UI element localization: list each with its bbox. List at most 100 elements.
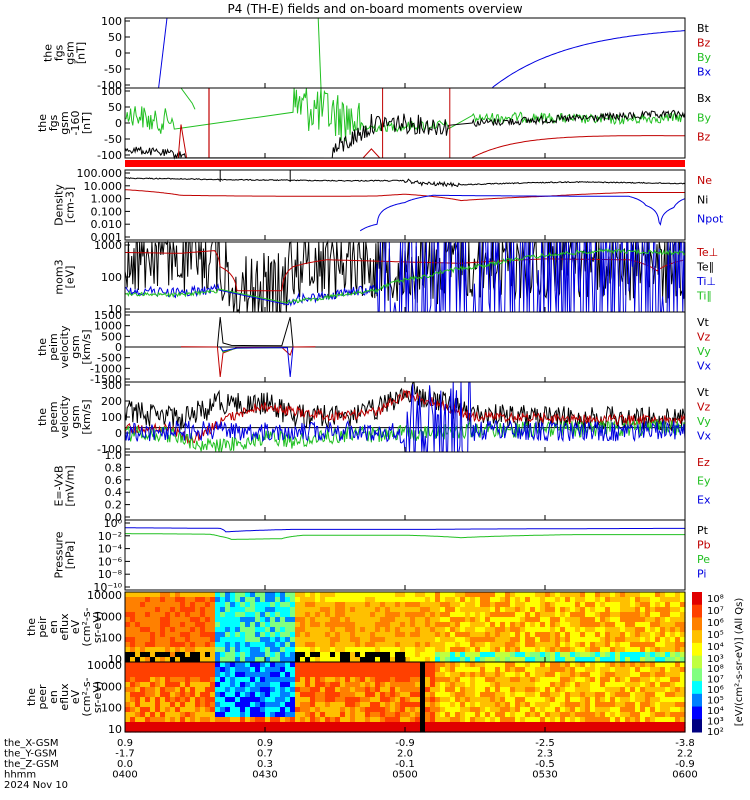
spectro-cell bbox=[475, 687, 481, 693]
spectro-cell bbox=[135, 602, 141, 608]
spectro-cell bbox=[605, 657, 611, 663]
spectro-cell bbox=[170, 597, 176, 603]
spectro-cell bbox=[450, 652, 456, 658]
legend-entry: Te∥ bbox=[696, 261, 714, 274]
spectro-cell bbox=[160, 687, 166, 693]
spectro-cell bbox=[400, 692, 406, 698]
spectro-cell bbox=[515, 597, 521, 603]
spectro-cell bbox=[600, 652, 606, 658]
spectro-cell bbox=[380, 697, 386, 703]
legend-entry: Vt bbox=[697, 316, 710, 329]
spectro-cell bbox=[465, 682, 471, 688]
spectro-cell bbox=[460, 687, 466, 693]
spectro-cell bbox=[490, 677, 496, 683]
spectro-cell bbox=[160, 652, 166, 658]
spectro-cell bbox=[230, 712, 236, 718]
peir-spectrogram bbox=[125, 592, 686, 663]
spectro-cell bbox=[630, 662, 636, 668]
spectro-cell bbox=[650, 682, 656, 688]
spectro-cell bbox=[615, 712, 621, 718]
spectro-cell bbox=[315, 697, 321, 703]
spectro-cell bbox=[520, 707, 526, 713]
spectro-cell bbox=[565, 602, 571, 608]
spectro-cell bbox=[385, 672, 391, 678]
spectro-cell bbox=[455, 642, 461, 648]
spectro-cell bbox=[360, 607, 366, 613]
series-By bbox=[180, 87, 196, 110]
spectro-cell bbox=[475, 607, 481, 613]
spectro-cell bbox=[595, 702, 601, 708]
spectro-cell bbox=[560, 617, 566, 623]
spectro-cell bbox=[680, 622, 686, 628]
spectro-cell bbox=[390, 617, 396, 623]
spectro-cell bbox=[220, 707, 226, 713]
spectro-cell bbox=[340, 677, 346, 683]
spectro-cell bbox=[590, 727, 596, 733]
spectro-cell bbox=[535, 622, 541, 628]
spectro-cell bbox=[285, 697, 291, 703]
spectro-cell bbox=[575, 692, 581, 698]
spectro-cell bbox=[645, 592, 651, 598]
spectro-cell bbox=[220, 592, 226, 598]
legend-entry: Bx bbox=[697, 66, 712, 79]
spectro-cell bbox=[210, 632, 216, 638]
spectro-cell bbox=[160, 647, 166, 653]
spectro-cell bbox=[400, 627, 406, 633]
spectro-cell bbox=[460, 592, 466, 598]
spectro-cell bbox=[425, 627, 431, 633]
spectro-cell bbox=[450, 717, 456, 723]
spectro-cell bbox=[265, 672, 271, 678]
y-tick-label: 0.8 bbox=[105, 461, 123, 474]
spectro-cell bbox=[190, 687, 196, 693]
spectro-cell bbox=[315, 657, 321, 663]
spectro-cell bbox=[655, 612, 661, 618]
spectro-cell bbox=[370, 667, 376, 673]
spectro-cell bbox=[625, 672, 631, 678]
spectro-cell bbox=[130, 702, 136, 708]
spectro-cell bbox=[270, 642, 276, 648]
spectro-cell bbox=[335, 727, 341, 733]
spectro-cell bbox=[550, 717, 556, 723]
spectro-cell bbox=[135, 637, 141, 643]
spectro-cell bbox=[375, 677, 381, 683]
spectro-cell bbox=[660, 712, 666, 718]
spectro-cell bbox=[335, 672, 341, 678]
spectro-cell bbox=[305, 622, 311, 628]
y-axis-label: peem bbox=[47, 401, 60, 432]
spectro-cell bbox=[490, 602, 496, 608]
spectro-cell bbox=[645, 617, 651, 623]
spectro-cell bbox=[375, 652, 381, 658]
spectro-cell bbox=[520, 627, 526, 633]
spectro-cell bbox=[290, 642, 296, 648]
spectro-cell bbox=[365, 627, 371, 633]
spectro-cell bbox=[135, 682, 141, 688]
spectro-cell bbox=[430, 672, 436, 678]
series-Ti-perp bbox=[124, 241, 686, 313]
spectro-cell bbox=[305, 692, 311, 698]
spectro-cell bbox=[385, 637, 391, 643]
y-tick-label: 100 bbox=[101, 85, 122, 98]
spectro-cell bbox=[445, 642, 451, 648]
spectro-cell bbox=[300, 717, 306, 723]
spectro-cell bbox=[560, 632, 566, 638]
spectro-cell bbox=[550, 702, 556, 708]
spectro-cell bbox=[215, 692, 221, 698]
spectro-cell bbox=[245, 712, 251, 718]
spectro-cell bbox=[250, 687, 256, 693]
spectro-cell bbox=[430, 682, 436, 688]
spectro-cell bbox=[320, 702, 326, 708]
spectro-cell bbox=[545, 717, 551, 723]
spectro-cell bbox=[325, 617, 331, 623]
spectro-cell bbox=[305, 647, 311, 653]
spectro-cell bbox=[170, 727, 176, 733]
spectro-cell bbox=[260, 657, 266, 663]
spectro-cell bbox=[340, 612, 346, 618]
spectro-cell bbox=[655, 727, 661, 733]
spectro-cell bbox=[680, 612, 686, 618]
spectro-cell bbox=[525, 627, 531, 633]
spectro-cell bbox=[580, 707, 586, 713]
spectro-cell bbox=[495, 602, 501, 608]
spectro-cell bbox=[280, 632, 286, 638]
spectro-cell bbox=[595, 672, 601, 678]
spectro-cell bbox=[540, 707, 546, 713]
